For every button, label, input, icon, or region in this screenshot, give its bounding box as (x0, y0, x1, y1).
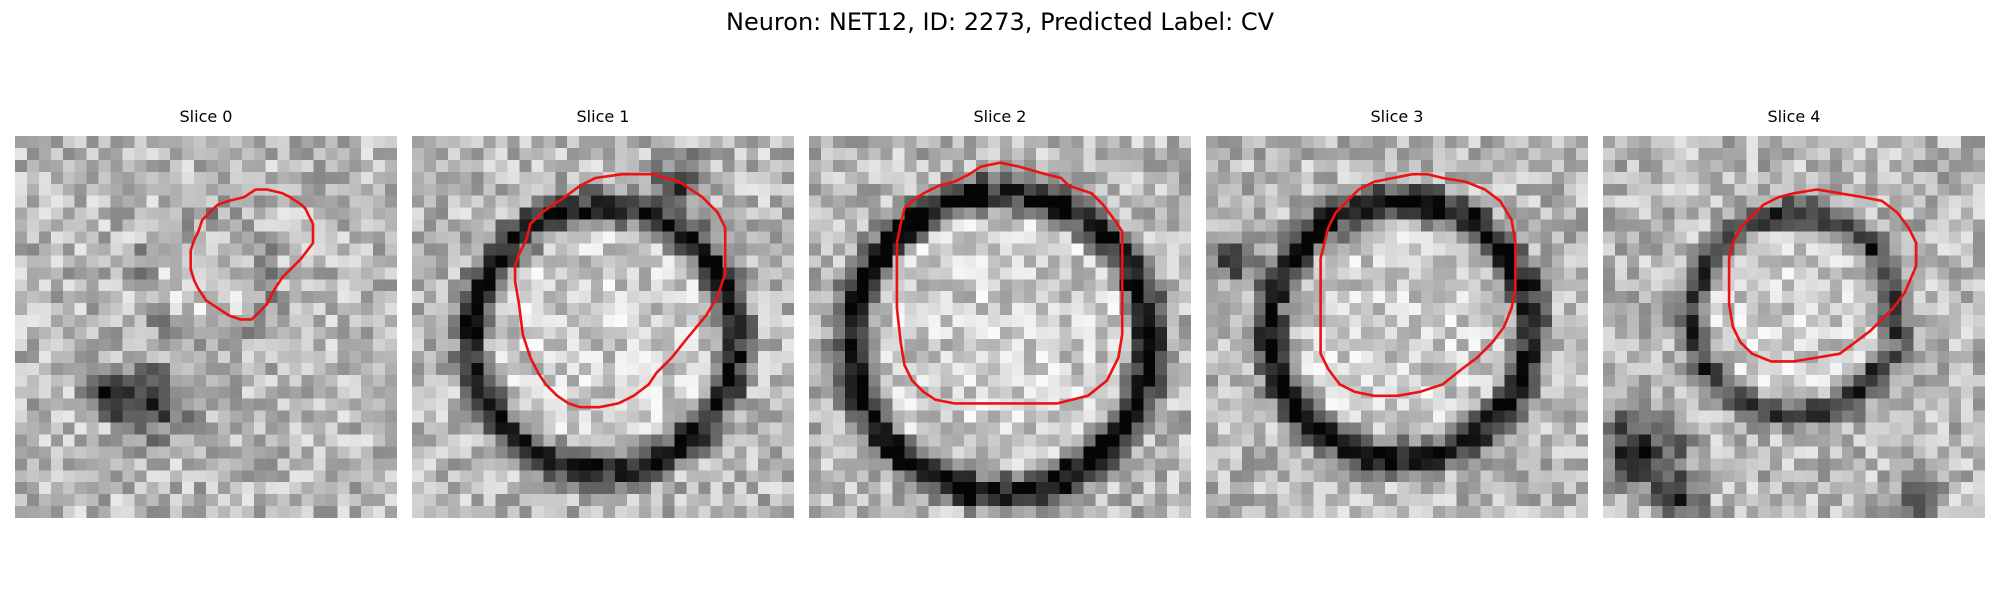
segmentation-contour (1727, 188, 1918, 363)
pixel-grid (1206, 136, 1588, 518)
slice-title-0: Slice 0 (179, 107, 233, 126)
slice-image-0 (15, 136, 397, 518)
pixel-grid (809, 136, 1191, 518)
slice-panel-2: Slice 2 (809, 107, 1191, 518)
micrograph-svg-1 (412, 136, 794, 518)
slice-image-1 (412, 136, 794, 518)
slice-title-2: Slice 2 (973, 107, 1027, 126)
micrograph-svg-2 (809, 136, 1191, 518)
pixel-grid (1603, 136, 1985, 518)
slice-image-2 (809, 136, 1191, 518)
figure-title: Neuron: NET12, ID: 2273, Predicted Label… (726, 8, 1274, 36)
slice-image-3 (1206, 136, 1588, 518)
slice-panel-3: Slice 3 (1206, 107, 1588, 518)
segmentation-contour (189, 188, 315, 321)
segmentation-contour (1319, 172, 1517, 398)
pixel-grid (412, 136, 794, 518)
micrograph-svg-3 (1206, 136, 1588, 518)
slice-title-3: Slice 3 (1370, 107, 1424, 126)
slice-panel-1: Slice 1 (412, 107, 794, 518)
micrograph-svg-0 (15, 136, 397, 518)
pixel-grid (15, 136, 397, 518)
slice-panel-0: Slice 0 (15, 107, 397, 518)
slice-title-4: Slice 4 (1767, 107, 1821, 126)
slice-title-1: Slice 1 (576, 107, 630, 126)
micrograph-svg-4 (1603, 136, 1985, 518)
segmentation-contour (895, 161, 1124, 405)
slice-panel-4: Slice 4 (1603, 107, 1985, 518)
slice-image-4 (1603, 136, 1985, 518)
segmentation-contour (513, 172, 727, 409)
